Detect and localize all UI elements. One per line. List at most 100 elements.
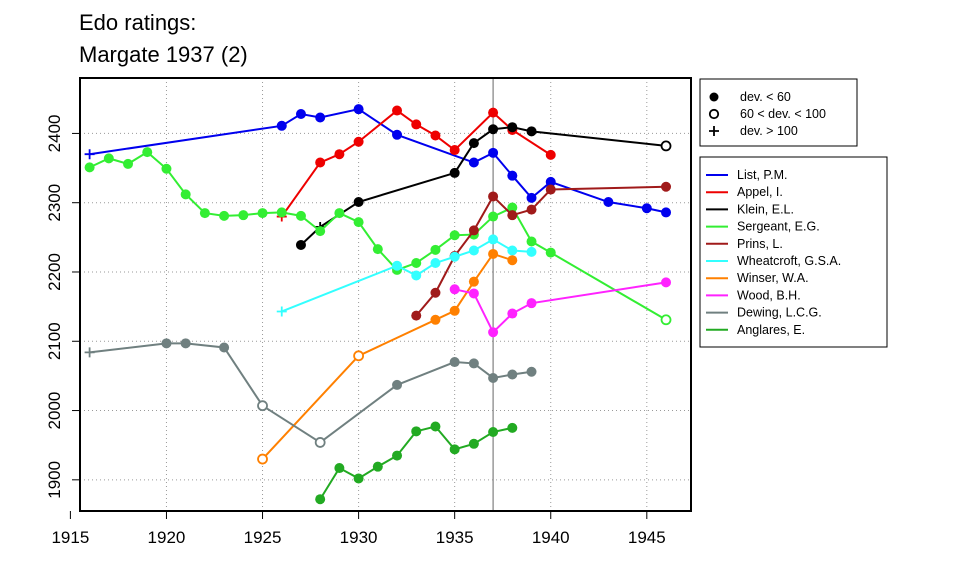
data-point [507,369,518,380]
data-point [353,473,364,484]
x-tick-label: 1930 [340,528,378,547]
data-point [257,400,268,412]
data-point [449,357,460,368]
data-point [545,176,556,187]
data-point [468,438,479,449]
data-point [199,208,210,219]
legend-entry-prins-l: Prins, L. [737,237,783,251]
data-point [353,350,365,362]
axes: 1915 1920 1925 1930 1935 1940 1945 1900 2000 2100… [45,77,692,547]
data-point [353,217,364,228]
data-point [507,422,518,433]
data-point [488,372,499,383]
series-wood-b-h [449,277,672,338]
data-point [219,210,230,221]
series-appel-i [276,105,556,222]
data-point [468,245,479,256]
series-dewing-l-c-g [84,338,537,448]
data-point [488,248,499,259]
data-point [161,163,172,174]
data-point [468,288,479,299]
data-point [449,145,460,156]
data-point [507,255,518,266]
data-point [295,210,306,221]
data-point [468,358,479,369]
data-point [353,197,364,208]
data-point [276,207,287,218]
data-point [430,130,441,141]
data-point [334,208,345,219]
data-point [103,153,114,164]
data-point [526,236,537,247]
data-point [661,207,672,218]
data-point [334,149,345,160]
y-tick-label: 1900 [45,461,64,499]
data-point [411,257,422,268]
data-point [295,239,306,250]
data-point [660,314,672,326]
data-point [276,306,287,317]
data-point [449,167,460,178]
data-point [84,149,95,160]
data-point [449,230,460,241]
y-tick-label: 2100 [45,322,64,360]
series-line [454,281,667,334]
x-tick-label: 1935 [436,528,474,547]
data-point [430,244,441,255]
data-point [545,149,556,160]
data-point [526,204,537,215]
data-point [488,427,499,438]
y-tick-label: 2000 [45,392,64,430]
data-point [142,147,153,158]
legend-entry-sergeant-e-g: Sergeant, E.G. [737,220,820,234]
data-point [392,129,403,140]
data-point [353,136,364,147]
data-point [468,225,479,236]
legend-entry-klein-e-l: Klein, E.L. [737,202,794,216]
data-point [123,158,134,169]
data-point [180,189,191,200]
data-point [411,310,422,321]
chart-title-line-2: Margate 1937 (2) [79,42,248,67]
series-line [319,425,513,500]
data-point [295,109,306,120]
data-point [449,284,460,295]
data-point [353,104,364,115]
legend-entry-list-p-m: List, P.M. [737,168,787,182]
legend-entry-anglares-e: Anglares, E. [737,323,805,337]
data-point [526,298,537,309]
data-point [411,119,422,130]
data-point [257,453,268,465]
data-point [392,105,403,116]
data-point [257,208,268,219]
data-point [334,463,345,474]
deviation-legend-box [699,78,858,147]
data-point [488,211,499,222]
series-klein-e-l [295,122,672,250]
data-point [392,260,403,271]
data-point [641,203,652,214]
data-point [315,112,326,123]
data-point [219,342,230,353]
deviation-legend-label: dev. < 60 [740,90,791,104]
plot-frame [79,77,692,512]
series-winser-w-a [257,248,518,465]
data-point [315,494,326,505]
data-point [449,444,460,455]
data-point [411,270,422,281]
series-legend: List, P.M. Appel, I. Klein, E.L. Sergeant, … [699,156,888,348]
open-circle-marker [708,108,720,120]
data-point [661,277,672,288]
series-list-p-m [84,104,672,218]
data-point [84,162,95,173]
data-point [411,426,422,437]
x-tick-label: 1925 [244,528,282,547]
data-point [430,287,441,298]
data-point [449,305,460,316]
data-point [545,184,556,195]
data-point [468,138,479,149]
data-point [603,197,614,208]
data-point [488,234,499,245]
data-point [372,244,383,255]
series-anglares-e [315,421,518,505]
